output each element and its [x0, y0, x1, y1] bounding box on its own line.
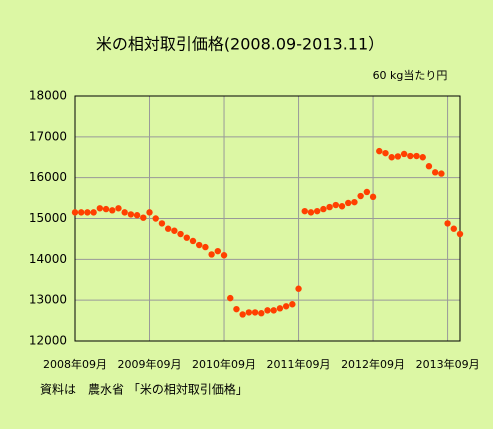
- point: [332, 201, 340, 209]
- point: [109, 207, 116, 214]
- point: [177, 230, 184, 238]
- point: [419, 154, 426, 161]
- point: [208, 251, 215, 258]
- y-tick-label: 18000: [29, 89, 67, 103]
- point: [90, 209, 97, 216]
- point: [214, 247, 222, 255]
- point: [239, 311, 246, 318]
- point: [282, 303, 290, 310]
- point: [183, 234, 190, 241]
- point: [146, 209, 153, 216]
- y-tick-label: 14000: [29, 252, 67, 266]
- point: [227, 294, 234, 302]
- y-tick-label: 12000: [29, 334, 67, 348]
- point: [413, 152, 420, 160]
- point: [276, 305, 284, 312]
- point: [400, 150, 408, 158]
- point: [431, 169, 439, 176]
- point: [258, 310, 265, 317]
- x-tick-label: 2008年09月: [43, 357, 107, 371]
- point: [102, 205, 110, 213]
- point: [133, 212, 141, 219]
- point: [320, 205, 327, 213]
- point: [326, 203, 333, 211]
- point: [382, 149, 389, 157]
- point: [115, 205, 122, 212]
- point: [376, 147, 383, 155]
- point: [363, 188, 371, 196]
- point: [158, 220, 166, 227]
- y-tick-label: 16000: [29, 170, 67, 184]
- point: [351, 198, 358, 206]
- x-tick-label: 2009年09月: [118, 357, 182, 371]
- point: [152, 215, 159, 222]
- x-tick-label: 2011年09月: [267, 357, 331, 371]
- point: [270, 307, 277, 314]
- point: [289, 301, 296, 308]
- point: [456, 230, 464, 238]
- point: [450, 225, 457, 232]
- point: [127, 211, 135, 218]
- point: [84, 209, 91, 216]
- point: [425, 163, 433, 170]
- point: [78, 209, 85, 216]
- point: [171, 227, 178, 234]
- point: [394, 153, 402, 160]
- point: [345, 199, 352, 207]
- x-tick-label: 2013年09月: [416, 357, 480, 371]
- point: [195, 241, 203, 249]
- x-tick-label: 2012年09月: [341, 357, 405, 371]
- point: [140, 214, 147, 221]
- point: [71, 209, 79, 216]
- source-note: 資料は 農水省 「米の相対取引価格」: [40, 382, 248, 397]
- point: [164, 225, 172, 232]
- point: [202, 243, 209, 251]
- y-tick-label: 15000: [29, 211, 67, 225]
- point: [96, 205, 104, 212]
- point: [369, 193, 377, 201]
- point: [251, 309, 259, 316]
- point: [357, 192, 364, 200]
- point: [301, 207, 308, 215]
- unit-label: 60 kg当たり円: [373, 68, 448, 82]
- point: [295, 285, 302, 292]
- point: [313, 207, 321, 215]
- point: [189, 237, 197, 245]
- point: [444, 220, 451, 227]
- point: [121, 209, 128, 216]
- point: [407, 152, 414, 160]
- point: [220, 252, 228, 259]
- point: [233, 305, 240, 313]
- y-tick-label: 17000: [29, 129, 67, 143]
- point: [338, 203, 346, 210]
- y-tick-label: 13000: [29, 293, 67, 307]
- point: [438, 170, 445, 177]
- point: [307, 209, 315, 216]
- point: [388, 154, 395, 161]
- point: [245, 309, 253, 316]
- point: [264, 307, 271, 314]
- chart-title: 米の相対取引価格(2008.09-2013.11）: [96, 35, 384, 54]
- plot-frame: [74, 95, 461, 342]
- x-tick-label: 2010年09月: [192, 357, 256, 371]
